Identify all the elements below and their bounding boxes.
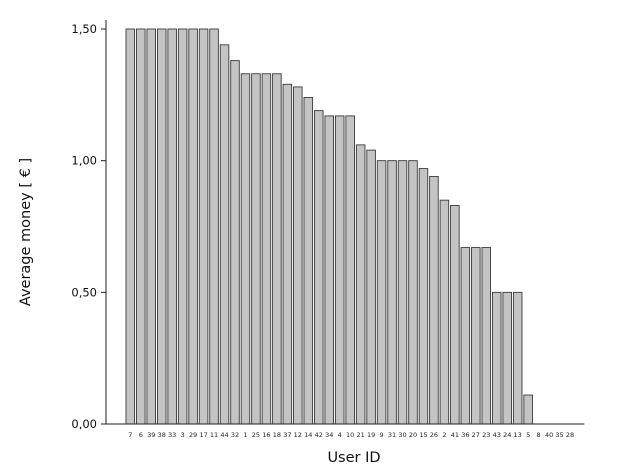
- bar-user-23: [481, 247, 492, 425]
- bar-user-16: [261, 73, 272, 425]
- bar-user-37: [282, 83, 293, 425]
- x-tick-label: 29: [189, 431, 197, 439]
- bar-user-42: [314, 110, 324, 425]
- bar-user-17: [198, 28, 209, 425]
- bar-user-29: [188, 28, 198, 425]
- bar-user-27: [471, 247, 481, 425]
- x-tick-label: 41: [451, 431, 459, 439]
- bar-user-15: [418, 168, 429, 425]
- bar-user-38: [156, 28, 167, 425]
- bar-user-33: [167, 28, 177, 425]
- x-tick-label: 14: [304, 431, 312, 439]
- bar-user-34: [324, 115, 334, 425]
- x-tick-label: 23: [482, 431, 490, 439]
- bar-user-13: [512, 291, 523, 425]
- x-axis: 7 6 39 38 33 3 29 17 11 44 32 1 25 16 18 37 12 14 42 34 4 10 2…: [106, 423, 585, 439]
- x-tick-label: 43: [493, 431, 501, 439]
- bar-user-11: [209, 28, 219, 425]
- x-tick-label: 27: [472, 431, 480, 439]
- x-tick-label: 1: [243, 431, 247, 439]
- x-tick-label: 39: [147, 431, 155, 439]
- x-tick-label: 20: [409, 431, 417, 439]
- y-tick-label: 1,50: [71, 22, 97, 36]
- x-tick-label: 40: [545, 431, 553, 439]
- bar-user-31: [387, 160, 397, 425]
- x-tick-label: 36: [461, 431, 469, 439]
- x-tick-label: 44: [220, 431, 228, 439]
- bar-user-25: [251, 73, 261, 425]
- bar-user-14: [303, 97, 314, 425]
- bar-user-30: [397, 160, 408, 425]
- x-tick-label: 12: [294, 431, 302, 439]
- bar-user-20: [408, 160, 418, 425]
- y-tick-label: 0,50: [71, 285, 97, 299]
- x-tick-label: 11: [210, 431, 218, 439]
- x-tick-label: 35: [555, 431, 563, 439]
- x-tick-label: 8: [537, 431, 541, 439]
- x-tick-label: 31: [388, 431, 396, 439]
- bar-user-19: [366, 149, 376, 425]
- bar-user-36: [460, 247, 471, 425]
- bar-user-18: [272, 73, 282, 425]
- x-tick-label: 21: [356, 431, 364, 439]
- y-axis: 0,00 0,50 1,00 1,50: [71, 20, 107, 431]
- x-tick-label: 24: [503, 431, 511, 439]
- bar-user-1: [240, 73, 251, 425]
- bar-user-12: [293, 86, 303, 425]
- x-tick-label: 19: [367, 431, 375, 439]
- x-tick-label: 15: [419, 431, 427, 439]
- x-tick-label: 26: [430, 431, 438, 439]
- x-tick-label: 17: [199, 431, 207, 439]
- x-tick-label: 4: [338, 431, 342, 439]
- bars: [125, 28, 533, 425]
- x-tick-label: 9: [380, 431, 384, 439]
- bar-user-7: [125, 28, 136, 425]
- x-tick-label: 32: [231, 431, 239, 439]
- bar-user-3: [177, 28, 188, 425]
- x-tick-label: 10: [346, 431, 354, 439]
- x-tick-label: 34: [325, 431, 333, 439]
- bar-user-10: [345, 115, 355, 425]
- bar-user-26: [429, 176, 439, 425]
- y-axis-title: Average money [ € ]: [18, 158, 34, 306]
- x-axis-title: User ID: [327, 450, 380, 466]
- bar-user-39: [146, 28, 156, 425]
- bar-user-44: [219, 44, 230, 425]
- bar-user-4: [334, 115, 345, 425]
- x-tick-label: 16: [262, 431, 270, 439]
- x-tick-label: 18: [273, 431, 281, 439]
- x-tick-label: 30: [398, 431, 406, 439]
- bar-user-41: [450, 204, 460, 425]
- bar-user-9: [376, 160, 387, 425]
- bar-user-5: [523, 394, 533, 425]
- x-tick-label: 42: [315, 431, 323, 439]
- x-tick-label: 5: [526, 431, 530, 439]
- x-tick-label: 37: [283, 431, 291, 439]
- y-tick-label: 0,00: [71, 417, 97, 431]
- bar-user-2: [439, 199, 450, 425]
- x-tick-label: 25: [252, 431, 260, 439]
- bar-user-21: [355, 144, 366, 425]
- x-tick-label: 28: [566, 431, 574, 439]
- x-tick-label: 6: [139, 431, 143, 439]
- x-tick-label: 7: [128, 431, 132, 439]
- bar-user-43: [492, 291, 502, 425]
- x-tick-label: 33: [168, 431, 176, 439]
- bar-user-24: [502, 291, 512, 425]
- y-tick-label: 1,00: [71, 154, 97, 168]
- bar-user-6: [136, 28, 146, 425]
- x-tick-label: 2: [442, 431, 446, 439]
- x-tick-label: 38: [158, 431, 166, 439]
- x-tick-label: 13: [514, 431, 522, 439]
- x-tick-label: 3: [181, 431, 185, 439]
- bar-user-32: [230, 60, 240, 425]
